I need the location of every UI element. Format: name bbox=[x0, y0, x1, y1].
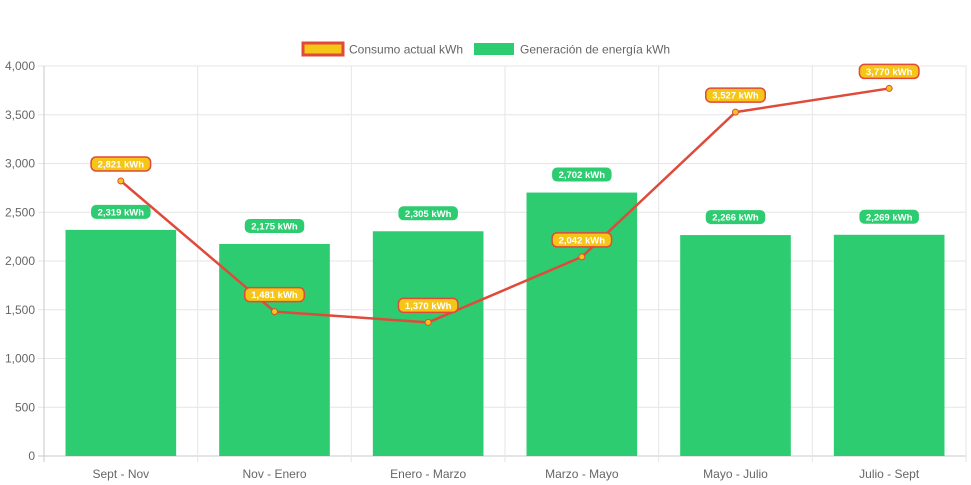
data-label-consumo: 2,042 kWh bbox=[551, 232, 613, 248]
data-label-consumo-text: 2,042 kWh bbox=[559, 235, 606, 246]
x-axis: Sept - Nov Nov - Enero Enero - Marzo Marzo … bbox=[92, 467, 919, 481]
legend-label-generacion[interactable]: Generación de energía kWh bbox=[520, 43, 670, 57]
data-label-generacion-bg bbox=[91, 204, 151, 219]
point-consumo[interactable] bbox=[885, 84, 893, 92]
data-label-generacion-bg bbox=[705, 210, 766, 225]
data-label-consumo-bg bbox=[397, 297, 459, 314]
data-label-consumo: 3,527 kWh bbox=[705, 87, 766, 103]
data-label-consumo: 3,770 kWh bbox=[858, 63, 920, 80]
y-tick-label: 3,500 bbox=[5, 108, 35, 122]
data-label-generacion-text: 2,175 kWh bbox=[251, 221, 298, 232]
y-tick-label: 4,000 bbox=[5, 59, 35, 73]
data-label-generacion-text: 2,266 kWh bbox=[712, 213, 759, 224]
data-label-consumo-text: 1,370 kWh bbox=[405, 301, 452, 312]
bar-generacion[interactable] bbox=[372, 231, 484, 456]
data-label-consumo-bg bbox=[90, 156, 152, 172]
data-label-consumo-bg bbox=[551, 232, 613, 248]
data-label-consumo: 1,481 kWh bbox=[244, 286, 305, 303]
data-label-generacion: 2,319 kWh bbox=[91, 204, 151, 219]
data-label-generacion-bg bbox=[244, 218, 305, 233]
y-axis: 0 500 1,000 1,500 2,000 2,500 3,000 3,500 4,000 bbox=[5, 59, 35, 463]
data-label-generacion-text: 2,269 kWh bbox=[866, 212, 913, 223]
data-label-consumo: 2,821 kWh bbox=[90, 156, 152, 172]
bar-generacion[interactable] bbox=[526, 192, 638, 456]
data-label-generacion-text: 2,702 kWh bbox=[559, 170, 606, 181]
data-label-generacion: 2,266 kWh bbox=[705, 210, 766, 225]
data-label-consumo-bg bbox=[705, 87, 766, 103]
point-consumo[interactable] bbox=[271, 308, 278, 316]
data-label-generacion-text: 2,319 kWh bbox=[98, 207, 145, 218]
x-tick-label: Mayo - Julio bbox=[703, 467, 768, 481]
point-consumo[interactable] bbox=[117, 177, 125, 185]
data-label-consumo-text: 2,821 kWh bbox=[98, 159, 145, 170]
y-tick-label: 1,000 bbox=[5, 352, 35, 366]
data-label-consumo-text: 1,481 kWh bbox=[251, 290, 298, 301]
data-label-generacion: 2,702 kWh bbox=[552, 167, 612, 182]
x-tick-label: Julio - Sept bbox=[859, 467, 920, 481]
legend-swatch-consumo[interactable] bbox=[301, 41, 345, 57]
x-tick-label: Enero - Marzo bbox=[390, 467, 466, 481]
data-label-generacion-bg bbox=[859, 209, 919, 224]
legend-label-consumo[interactable]: Consumo actual kWh bbox=[349, 43, 463, 57]
y-tick-label: 0 bbox=[28, 449, 35, 463]
data-label-consumo-bg bbox=[858, 63, 920, 80]
data-label-generacion: 2,305 kWh bbox=[398, 206, 458, 221]
bar-generacion[interactable] bbox=[65, 229, 177, 456]
y-tick-label: 2,000 bbox=[5, 254, 35, 268]
x-tick-label: Nov - Enero bbox=[242, 467, 306, 481]
x-tick-label: Marzo - Mayo bbox=[545, 467, 619, 481]
point-consumo[interactable] bbox=[578, 253, 586, 261]
data-label-generacion-text: 2,305 kWh bbox=[405, 209, 452, 220]
data-label-consumo-text: 3,770 kWh bbox=[866, 67, 913, 78]
data-label-generacion-bg bbox=[398, 206, 458, 221]
x-tick-label: Sept - Nov bbox=[92, 467, 149, 481]
y-tick-label: 1,500 bbox=[5, 303, 35, 317]
y-tick-label: 2,500 bbox=[5, 205, 35, 219]
bar-generacion[interactable] bbox=[219, 243, 330, 456]
y-tick-label: 3,000 bbox=[5, 157, 35, 171]
data-label-generacion: 2,175 kWh bbox=[244, 218, 305, 233]
y-tick-label: 500 bbox=[15, 400, 35, 414]
grid-lines bbox=[38, 65, 967, 462]
point-consumo[interactable] bbox=[424, 318, 432, 326]
legend-swatch-generacion[interactable] bbox=[474, 43, 514, 55]
data-label-generacion-bg bbox=[552, 167, 612, 182]
data-label-consumo: 1,370 kWh bbox=[397, 297, 459, 314]
bar-generacion[interactable] bbox=[833, 234, 945, 456]
data-label-consumo-text: 3,527 kWh bbox=[712, 91, 759, 102]
bar-generacion[interactable] bbox=[680, 235, 791, 456]
data-labels: 2,319 kWh 2,175 kWh 2,305 kWh 2,702 kWh 2,26… bbox=[90, 63, 920, 314]
data-label-consumo-bg bbox=[244, 286, 305, 303]
point-consumo[interactable] bbox=[732, 108, 739, 116]
data-label-generacion: 2,269 kWh bbox=[859, 209, 919, 224]
legend: Consumo actual kWh Generación de energía… bbox=[301, 41, 670, 57]
